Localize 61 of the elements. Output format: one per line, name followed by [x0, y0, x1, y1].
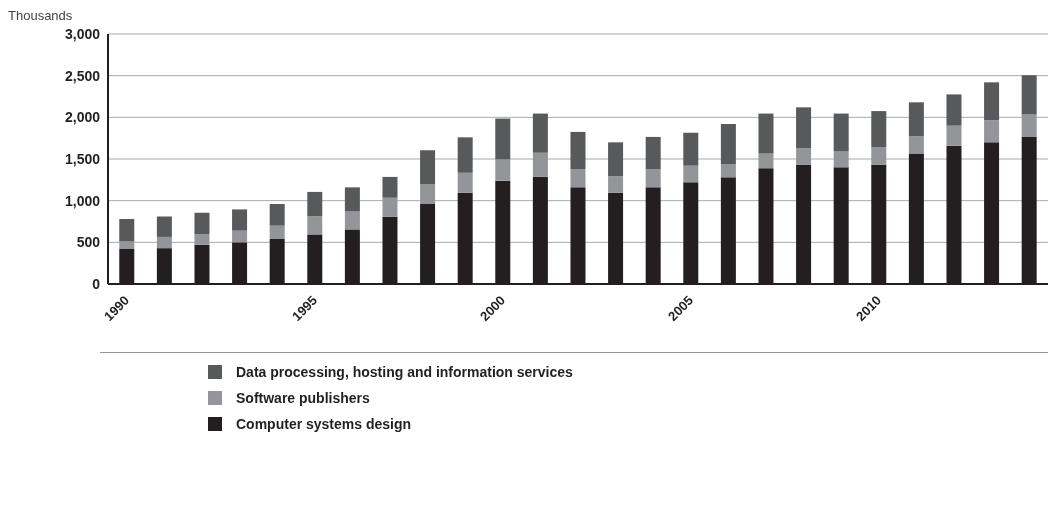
bar	[1021, 114, 1037, 137]
bar	[908, 136, 924, 154]
bar	[457, 172, 473, 193]
bar	[645, 136, 661, 169]
y-tick-label: 1,000	[64, 192, 101, 209]
bar	[871, 111, 887, 148]
bar	[796, 148, 812, 165]
bar	[269, 225, 285, 239]
bar	[946, 94, 962, 126]
bar	[344, 187, 360, 212]
bar	[796, 107, 812, 149]
legend-label: Computer systems design	[236, 416, 412, 432]
legend-label: Data processing, hosting and information services	[236, 364, 573, 380]
bar	[194, 234, 210, 245]
y-tick-label: 0	[92, 275, 101, 292]
y-tick-label: 500	[76, 234, 101, 251]
bar	[1021, 75, 1037, 115]
bar	[908, 102, 924, 137]
bar	[946, 125, 962, 146]
bar	[119, 241, 135, 249]
bar	[720, 164, 736, 178]
bar	[420, 150, 436, 185]
bar	[232, 209, 248, 231]
bar	[984, 120, 1000, 143]
bar	[871, 147, 887, 165]
bar	[984, 82, 1000, 121]
bar	[307, 216, 323, 235]
bar	[194, 212, 210, 235]
bar	[269, 204, 285, 226]
y-tick-label: 2,500	[64, 67, 101, 84]
bar	[344, 211, 360, 230]
y-tick-label: 1,500	[64, 150, 101, 167]
bar	[382, 197, 398, 217]
bar	[570, 169, 586, 188]
y-axis-title: Thousands	[8, 8, 74, 25]
y-tick-label: 3,000	[64, 25, 101, 42]
bar	[833, 113, 849, 152]
bar	[457, 137, 473, 173]
bar	[382, 176, 398, 198]
bar	[307, 191, 323, 217]
y-tick-label: 2,000	[64, 109, 101, 126]
bar	[720, 124, 736, 164]
bar	[683, 132, 699, 166]
bar	[156, 216, 172, 237]
bar	[532, 152, 548, 177]
bar	[495, 159, 511, 181]
bar	[156, 236, 172, 249]
bar	[232, 230, 248, 243]
bar	[570, 131, 586, 169]
bar	[833, 151, 849, 168]
bar	[608, 176, 624, 193]
bar	[758, 113, 774, 154]
bar	[495, 118, 511, 160]
legend-label: Software publishers	[236, 390, 370, 406]
bar	[119, 219, 135, 242]
bar	[420, 184, 436, 204]
bar	[758, 153, 774, 169]
bar	[532, 113, 548, 153]
bar	[683, 165, 699, 183]
bar	[645, 169, 661, 188]
bar	[608, 142, 624, 177]
